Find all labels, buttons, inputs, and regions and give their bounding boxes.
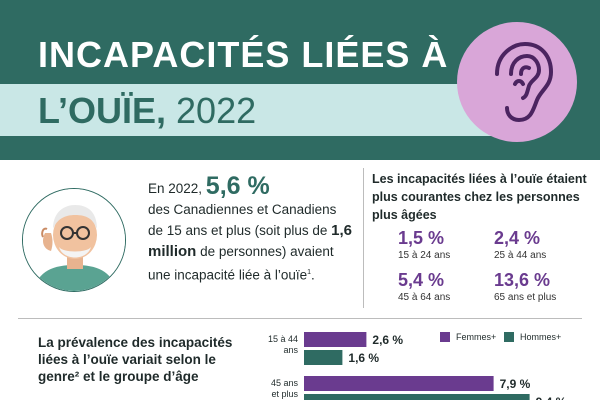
statement-line1: des Canadiennes et Canadiens de 15 ans e… — [148, 202, 337, 238]
bar-men — [304, 394, 530, 400]
vertical-divider — [363, 168, 364, 308]
legend-label-men: Hommes+ — [520, 332, 562, 342]
bar-value-label: 9,4 % — [536, 395, 567, 400]
statement-end: . — [311, 267, 315, 283]
bar-women — [304, 332, 367, 347]
age-label: 15 à 24 ans — [398, 250, 451, 261]
bar-value-label: 2,6 % — [372, 333, 403, 347]
statement-line2: de personnes) avaient une incapacité lié… — [148, 244, 334, 283]
age-label: 45 à 64 ans — [398, 292, 451, 303]
category-label: ans — [283, 345, 298, 355]
legend-swatch-men — [504, 332, 514, 342]
age-item-45-64: 5,4 % 45 à 64 ans — [398, 270, 508, 303]
title-band — [0, 84, 500, 136]
title-year: 2022 — [166, 90, 257, 131]
legend-label-women: Femmes+ — [456, 332, 497, 342]
age-value: 5,4 % — [398, 270, 445, 290]
page-title-line2: L’OUÏE, 2022 — [38, 90, 256, 132]
age-item-65-plus: 13,6 % 65 ans et plus — [494, 270, 600, 303]
category-label: et plus — [271, 389, 298, 399]
age-value: 1,5 % — [398, 228, 445, 248]
title-bold-part: L’OUÏE, — [38, 90, 167, 131]
chart-heading: La prévalence des incapacités liées à l’… — [38, 335, 233, 384]
age-value: 13,6 % — [494, 270, 551, 290]
age-value: 2,4 % — [494, 228, 541, 248]
page-title-line1: INCAPACITÉS LIÉES À — [38, 34, 449, 75]
statement-bold-value: 1,6 million — [148, 222, 352, 260]
age-panel: Les incapacités liées à l’ouïe étaient p… — [372, 170, 592, 303]
age-item-25-44: 2,4 % 25 à 44 ans — [494, 228, 600, 261]
statement-prefix: En 2022, — [148, 181, 206, 196]
legend-men: Hommes+ — [504, 332, 561, 342]
age-label: 65 ans et plus — [494, 292, 557, 303]
age-label: 25 à 44 ans — [494, 250, 547, 261]
statement-panel: En 2022, 5,6 % des Canadiennes et Canadi… — [0, 160, 362, 317]
bar-value-label: 1,6 % — [348, 351, 379, 365]
age-panel-title: Les incapacités liées à l’ouïe étaient p… — [372, 172, 587, 222]
statement-text: En 2022, 5,6 % des Canadiennes et Canadi… — [148, 174, 353, 286]
age-item-15-24: 1,5 % 15 à 24 ans — [398, 228, 508, 261]
category-label: 45 ans — [271, 378, 299, 388]
statement-footnote: 1 — [307, 269, 312, 276]
elderly-man-hearing-icon — [22, 188, 126, 292]
legend-women: Femmes+ — [440, 332, 496, 342]
bar-women — [304, 376, 494, 391]
bar-men — [304, 350, 343, 365]
statement-big-value: 5,6 % — [205, 172, 270, 200]
legend-swatch-women — [440, 332, 450, 342]
horizontal-divider — [18, 318, 582, 319]
bar-value-label: 7,9 % — [500, 377, 531, 391]
ear-icon — [457, 22, 577, 142]
category-label: 15 à 44 — [268, 334, 298, 344]
